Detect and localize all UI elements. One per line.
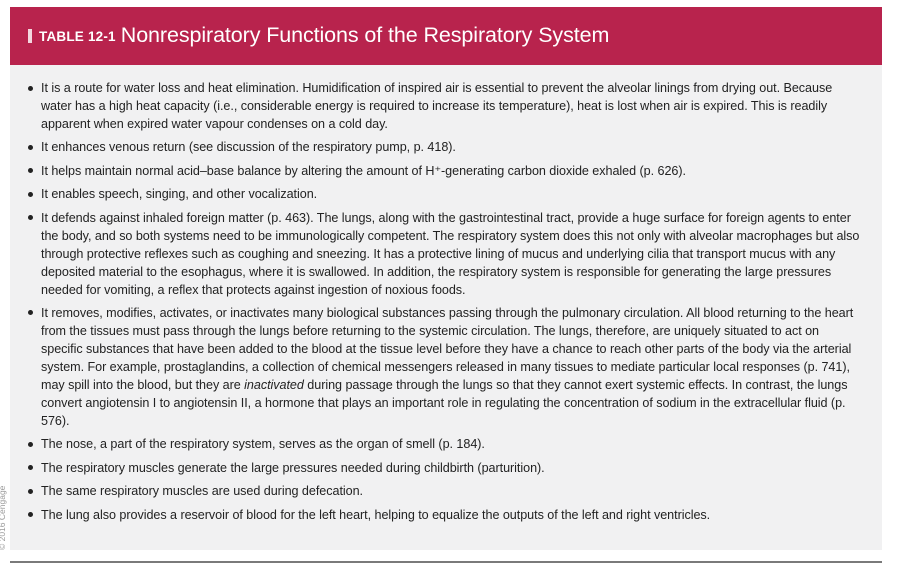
table-label: TABLE 12-1 [39,29,116,44]
list-item: It removes, modifies, activates, or inac… [10,304,882,430]
list-item: The lung also provides a reservoir of bl… [10,506,882,524]
header-accent-bar [28,29,32,43]
list-item: It helps maintain normal acid–base balan… [10,162,882,180]
bottom-divider [10,561,882,563]
table-title: Nonrespiratory Functions of the Respirat… [120,22,610,47]
list-item: It defends against inhaled foreign matte… [10,209,882,299]
list-item: It enables speech, singing, and other vo… [10,185,882,203]
list-item: The same respiratory muscles are used du… [10,482,882,500]
list-item: The respiratory muscles generate the lar… [10,459,882,477]
copyright-credit: © 2016 Cengage [0,485,7,550]
function-list: It is a route for water loss and heat el… [10,65,882,524]
table-header-banner: TABLE 12-1 Nonrespiratory Functions of t… [10,7,882,65]
table-body: It is a route for water loss and heat el… [10,65,882,550]
list-item: The nose, a part of the respiratory syst… [10,435,882,453]
list-item: It is a route for water loss and heat el… [10,79,882,133]
list-item: It enhances venous return (see discussio… [10,138,882,156]
